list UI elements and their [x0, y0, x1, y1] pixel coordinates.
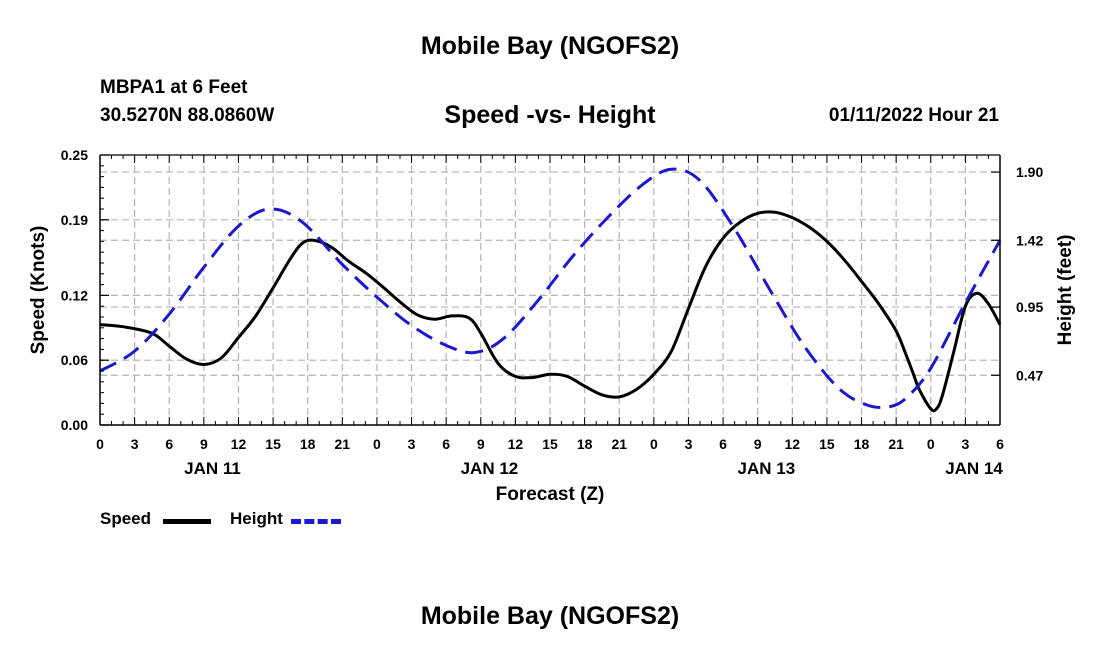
- x-tick-label: 3: [961, 436, 969, 452]
- x-tick-label: 15: [265, 436, 281, 452]
- chart-subtitle: Speed -vs- Height: [444, 101, 656, 129]
- footer-title: Mobile Bay (NGOFS2): [420, 602, 680, 630]
- x-tick-label: 15: [819, 436, 835, 452]
- station-coordinates: 30.5270N 88.0860W: [100, 105, 275, 126]
- y2-axis-title: Height (feet): [1055, 235, 1076, 346]
- y2-tick-label: 1.90: [1016, 164, 1043, 180]
- y-tick-label: 0.25: [61, 147, 88, 163]
- x-tick-label: 0: [927, 436, 935, 452]
- day-label: JAN 13: [738, 459, 796, 478]
- legend-speed-label: Speed: [100, 509, 152, 528]
- x-tick-label: 0: [373, 436, 381, 452]
- y-tick-label: 0.06: [61, 352, 88, 368]
- y-axis-title: Speed (Knots): [28, 226, 49, 355]
- y2-tick-label: 0.47: [1016, 367, 1043, 383]
- x-tick-label: 18: [300, 436, 316, 452]
- x-tick-label: 15: [542, 436, 558, 452]
- x-tick-label: 0: [650, 436, 658, 452]
- chart-title: Mobile Bay (NGOFS2): [420, 32, 680, 60]
- x-tick-label: 21: [335, 436, 351, 452]
- day-label: JAN 12: [461, 459, 519, 478]
- x-tick-label: 3: [408, 436, 416, 452]
- y2-tick-label: 1.42: [1016, 232, 1043, 248]
- day-label: JAN 11: [184, 459, 241, 478]
- x-tick-label: 21: [888, 436, 904, 452]
- y-tick-label: 0.12: [61, 287, 88, 303]
- legend-speed-swatch: [163, 519, 211, 524]
- legend-height-swatch: [291, 519, 341, 524]
- height-series-line: [99, 167, 1002, 409]
- x-tick-label: 6: [442, 436, 450, 452]
- legend-height-label: Height: [230, 509, 283, 528]
- x-tick-label: 9: [200, 436, 208, 452]
- x-tick-label: 3: [131, 436, 139, 452]
- x-tick-label: 3: [685, 436, 693, 452]
- speed-series-line: [99, 210, 1002, 413]
- y2-tick-label: 0.95: [1016, 299, 1043, 315]
- y-tick-label: 0.00: [61, 417, 88, 433]
- x-tick-label: 6: [719, 436, 727, 452]
- y-tick-label: 0.19: [61, 212, 88, 228]
- x-tick-label: 12: [785, 436, 801, 452]
- x-tick-label: 18: [854, 436, 870, 452]
- x-tick-label: 9: [754, 436, 762, 452]
- x-tick-label: 6: [165, 436, 173, 452]
- x-tick-label: 0: [96, 436, 104, 452]
- x-tick-label: 18: [577, 436, 593, 452]
- x-tick-label: 12: [508, 436, 524, 452]
- x-tick-label: 9: [477, 436, 485, 452]
- x-tick-label: 6: [996, 436, 1004, 452]
- x-axis-title: Forecast (Z): [496, 484, 605, 505]
- x-tick-label: 21: [611, 436, 627, 452]
- x-tick-label: 12: [231, 436, 247, 452]
- station-label: MBPA1 at 6 Feet: [100, 77, 248, 98]
- forecast-datetime: 01/11/2022 Hour 21: [828, 105, 999, 126]
- day-label: JAN 14: [945, 459, 1003, 478]
